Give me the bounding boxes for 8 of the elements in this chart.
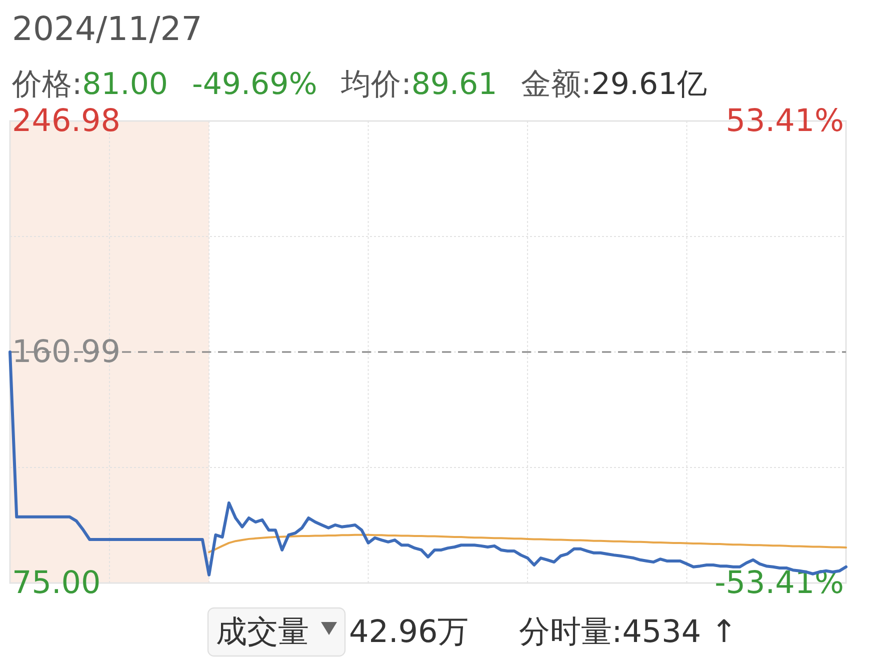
title: 2024/11/27 <box>12 9 202 48</box>
annotation: 金额:29.61亿 <box>521 67 708 102</box>
annotation: -49.69% <box>192 67 318 102</box>
annotation: 价格:81.00 <box>12 67 168 102</box>
annotation: 成交量 <box>216 614 309 650</box>
annotation: 42.96万 <box>349 614 469 650</box>
annotation: 均价:89.61 <box>341 67 498 102</box>
annotation: 分时量:4534 ↑ <box>518 614 737 650</box>
